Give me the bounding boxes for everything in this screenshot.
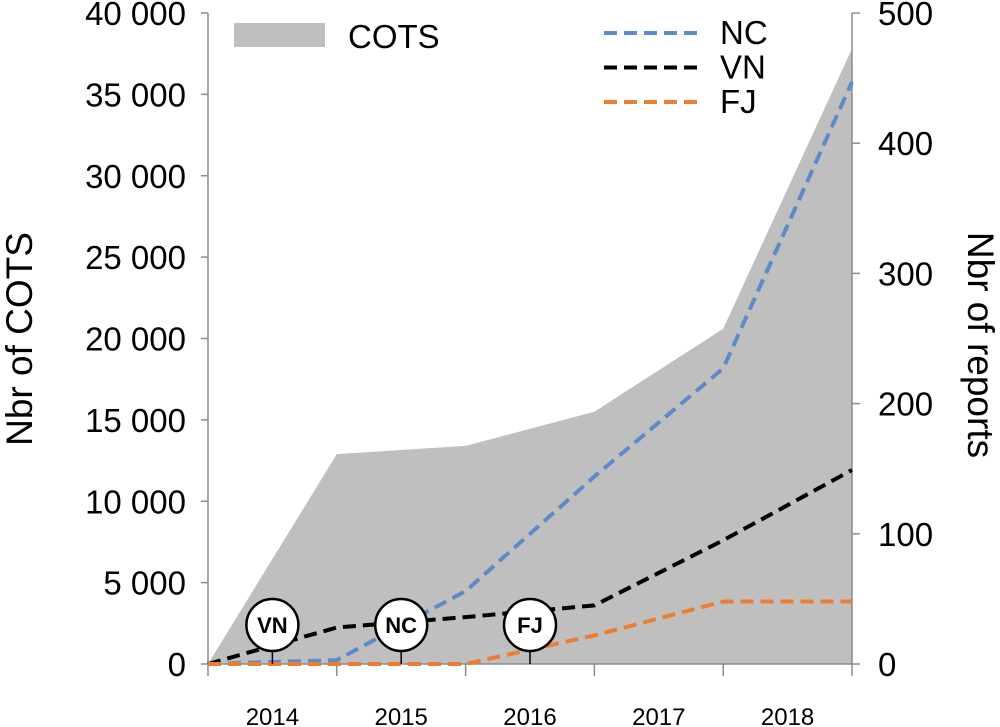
markers-layer: VN NC FJ [245,597,558,664]
marker-nc: NC [373,597,429,664]
y-tick-label: 35 000 [85,76,186,113]
legend-item-nc: NC [604,14,768,51]
legend-item-fj: FJ [604,83,757,120]
x-tick-label: 2017 [632,704,685,727]
x-tick-label: 2016 [503,704,556,727]
y2-tick-label: 500 [878,0,933,32]
y-tick-label: 0 [168,646,186,683]
legend-swatch-cots [234,23,325,47]
y2-tick-label: 100 [878,516,933,553]
legend-item-cots: COTS [234,18,440,55]
legend-label-cots: COTS [348,18,440,55]
area-cots [208,48,852,665]
area-layer [208,48,852,665]
marker-vn: VN [245,597,300,664]
y-tick-label: 20 000 [85,321,186,358]
marker-label: VN [257,613,288,638]
y2-tick-label: 400 [878,125,933,162]
y-tick-label: 10 000 [85,483,186,520]
legend-label-nc: NC [720,14,768,51]
legend-label-fj: FJ [720,83,757,120]
y-tick-label: 30 000 [85,158,186,195]
axes-layer: 0 5 000 10 000 15 000 20 000 25 000 30 000 35 0… [85,0,933,727]
y2-tick-label: 300 [878,255,933,292]
y-tick-label: 15 000 [85,402,186,439]
y-tick-label: 40 000 [85,0,186,32]
marker-label: NC [385,613,417,638]
x-tick-label: 2014 [246,704,299,727]
legend-item-vn: VN [604,49,766,86]
marker-circle [373,597,429,653]
y2-tick-label: 200 [878,386,933,423]
legend-label-vn: VN [720,49,766,86]
marker-fj: FJ [502,597,558,664]
y2-tick-label: 0 [878,646,896,683]
series-line-nc [207,81,854,666]
x-tick-label: 2015 [375,704,428,727]
marker-label: FJ [517,613,543,638]
y2-axis-title: Nbr of reports [960,232,1000,458]
x-tick-label: 2018 [761,704,814,727]
y-tick-label: 25 000 [85,239,186,276]
marker-circle [502,597,558,653]
y-axis-title: Nbr of COTS [0,232,40,446]
marker-circle [245,597,300,653]
y-tick-label: 5 000 [103,565,186,602]
